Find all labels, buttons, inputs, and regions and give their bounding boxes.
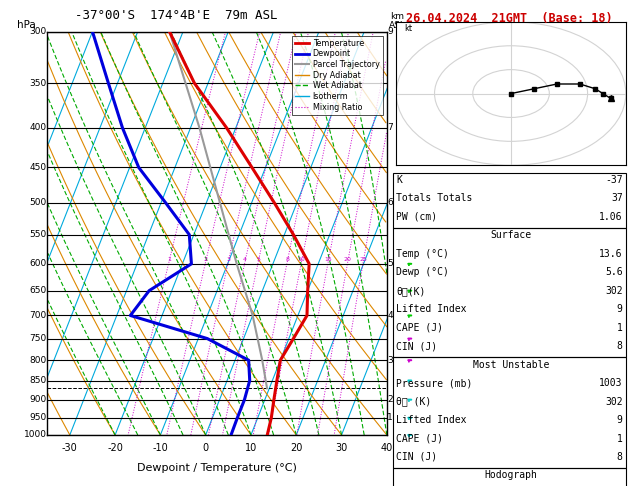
Legend: Temperature, Dewpoint, Parcel Trajectory, Dry Adiabat, Wet Adiabat, Isotherm, Mi: Temperature, Dewpoint, Parcel Trajectory… [292, 35, 383, 115]
Text: PW (cm): PW (cm) [396, 212, 437, 222]
Text: 900: 900 [30, 395, 47, 404]
Text: 302: 302 [605, 286, 623, 296]
Text: K: K [396, 175, 402, 185]
Text: Totals Totals: Totals Totals [396, 193, 472, 204]
Text: CAPE (J): CAPE (J) [396, 434, 443, 444]
Text: 850: 850 [30, 376, 47, 385]
Text: Lifted Index: Lifted Index [396, 415, 467, 425]
Text: 9: 9 [617, 415, 623, 425]
Text: 950: 950 [30, 413, 47, 422]
Text: 750: 750 [30, 334, 47, 343]
Text: 500: 500 [30, 198, 47, 207]
Text: 7: 7 [387, 123, 393, 133]
Text: 800: 800 [30, 356, 47, 364]
Text: -37: -37 [605, 175, 623, 185]
Text: 1003: 1003 [599, 378, 623, 388]
Text: 1: 1 [167, 257, 171, 262]
Text: 1: 1 [617, 323, 623, 333]
Text: 20: 20 [290, 443, 303, 453]
Text: θᴇ (K): θᴇ (K) [396, 397, 431, 407]
Text: Lifted Index: Lifted Index [396, 304, 467, 314]
Text: 3: 3 [226, 257, 230, 262]
Text: 600: 600 [30, 260, 47, 268]
Text: 1.06: 1.06 [599, 212, 623, 222]
Text: -30: -30 [62, 443, 78, 453]
Text: 8: 8 [617, 452, 623, 462]
Text: 450: 450 [30, 163, 47, 172]
Text: Surface: Surface [491, 230, 532, 241]
Text: CIN (J): CIN (J) [396, 452, 437, 462]
Text: -20: -20 [107, 443, 123, 453]
Text: 5: 5 [387, 260, 393, 268]
Text: 30: 30 [335, 443, 348, 453]
Text: CAPE (J): CAPE (J) [396, 323, 443, 333]
Text: 2: 2 [387, 395, 392, 404]
Text: θᴇ(K): θᴇ(K) [396, 286, 426, 296]
Text: 3: 3 [387, 356, 393, 364]
Text: 10: 10 [245, 443, 257, 453]
Text: Most Unstable: Most Unstable [473, 360, 549, 370]
Text: 1: 1 [387, 413, 393, 422]
Text: 10: 10 [298, 257, 305, 262]
Text: 0: 0 [203, 443, 209, 453]
Text: Dewpoint / Temperature (°C): Dewpoint / Temperature (°C) [137, 463, 297, 473]
Text: 4: 4 [387, 311, 392, 320]
Text: 13.6: 13.6 [599, 249, 623, 259]
Text: 25: 25 [359, 257, 367, 262]
Text: 40: 40 [381, 443, 393, 453]
Text: CIN (J): CIN (J) [396, 341, 437, 351]
Text: 650: 650 [30, 286, 47, 295]
Text: 1000: 1000 [24, 431, 47, 439]
Text: 400: 400 [30, 123, 47, 133]
Text: 8: 8 [617, 341, 623, 351]
Text: 26.04.2024  21GMT  (Base: 18): 26.04.2024 21GMT (Base: 18) [406, 12, 613, 25]
Text: km
ASL: km ASL [389, 12, 406, 30]
Text: kt: kt [404, 24, 412, 34]
Text: 1: 1 [617, 434, 623, 444]
Text: Pressure (mb): Pressure (mb) [396, 378, 472, 388]
Text: 302: 302 [605, 397, 623, 407]
Text: 8: 8 [286, 257, 289, 262]
Text: 350: 350 [30, 79, 47, 88]
Text: 550: 550 [30, 230, 47, 239]
Text: 20: 20 [344, 257, 352, 262]
Text: 15: 15 [325, 257, 332, 262]
Text: 9: 9 [617, 304, 623, 314]
Text: 4: 4 [243, 257, 247, 262]
Text: hPa: hPa [18, 19, 36, 30]
Text: 37: 37 [611, 193, 623, 204]
Text: -37°00'S  174°4B'E  79m ASL: -37°00'S 174°4B'E 79m ASL [75, 9, 277, 21]
Text: 700: 700 [30, 311, 47, 320]
Text: 2: 2 [204, 257, 208, 262]
Text: 5: 5 [256, 257, 260, 262]
Text: 9: 9 [387, 27, 393, 36]
Text: Temp (°C): Temp (°C) [396, 249, 449, 259]
Text: -10: -10 [152, 443, 169, 453]
Text: Hodograph: Hodograph [484, 470, 538, 481]
Text: Dewp (°C): Dewp (°C) [396, 267, 449, 278]
Text: 300: 300 [30, 27, 47, 36]
Text: 6: 6 [387, 198, 393, 207]
Text: 5.6: 5.6 [605, 267, 623, 278]
